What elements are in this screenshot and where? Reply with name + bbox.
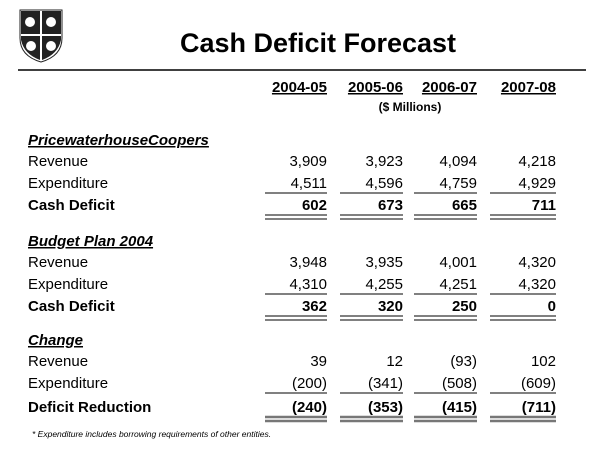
cell-value: 673 xyxy=(378,197,403,214)
row-label: Cash Deficit xyxy=(28,197,115,214)
cell-value: (609) xyxy=(521,375,556,392)
cell-value: 4,255 xyxy=(365,276,403,293)
cell-value: 4,251 xyxy=(439,276,477,293)
cell-value: 602 xyxy=(302,197,327,214)
column-header: 2007-08 xyxy=(501,79,556,96)
cell-value: 3,909 xyxy=(289,153,327,170)
cell-value: 4,929 xyxy=(518,175,556,192)
cell-value: 665 xyxy=(452,197,477,214)
column-header: 2006-07 xyxy=(422,79,477,96)
cell-value: 4,320 xyxy=(518,254,556,271)
cell-value: (711) xyxy=(522,399,556,416)
row-label: Expenditure xyxy=(28,375,108,392)
cell-value: 4,094 xyxy=(439,153,477,170)
cell-value: 3,935 xyxy=(365,254,403,271)
row-label: Expenditure xyxy=(28,276,108,293)
cell-value: 12 xyxy=(386,353,403,370)
units: ($ Millions) xyxy=(379,100,442,114)
cell-value: (200) xyxy=(292,375,327,392)
cell-value: 4,001 xyxy=(439,254,477,271)
row-label: Revenue xyxy=(28,153,88,170)
column-header: 2005-06 xyxy=(348,79,403,96)
column-header: 2004-05 xyxy=(272,79,327,96)
section-heading: PricewaterhouseCoopers xyxy=(28,132,209,149)
section-heading: Budget Plan 2004 xyxy=(28,233,154,250)
cell-value: (353) xyxy=(368,399,403,416)
row-label: Revenue xyxy=(28,254,88,271)
cell-value: 250 xyxy=(452,298,477,315)
cell-value: (240) xyxy=(292,399,327,416)
cell-value: 3,948 xyxy=(289,254,327,271)
footnote: * Expenditure includes borrowing require… xyxy=(32,429,271,439)
section-heading: Change xyxy=(28,332,83,349)
cell-value: (415) xyxy=(442,399,477,416)
title: Cash Deficit Forecast xyxy=(180,28,456,58)
row-label: Expenditure xyxy=(28,175,108,192)
cell-value: 4,320 xyxy=(518,276,556,293)
cell-value: (93) xyxy=(450,353,477,370)
cell-value: 711 xyxy=(532,197,556,214)
cell-value: 3,923 xyxy=(365,153,403,170)
cell-value: 39 xyxy=(310,353,327,370)
row-label: Revenue xyxy=(28,353,88,370)
row-label: Cash Deficit xyxy=(28,298,115,315)
cell-value: 362 xyxy=(302,298,327,315)
cell-value: 4,218 xyxy=(518,153,556,170)
cell-value: 4,759 xyxy=(439,175,477,192)
cell-value: (341) xyxy=(368,375,403,392)
cell-value: 4,596 xyxy=(365,175,403,192)
cell-value: 4,511 xyxy=(291,175,327,192)
cell-value: 320 xyxy=(378,298,403,315)
cell-value: (508) xyxy=(442,375,477,392)
cell-value: 102 xyxy=(531,353,556,370)
logo xyxy=(19,9,63,63)
cell-value: 0 xyxy=(548,298,556,315)
cell-value: 4,310 xyxy=(289,276,327,293)
row-label: Deficit Reduction xyxy=(28,399,151,416)
